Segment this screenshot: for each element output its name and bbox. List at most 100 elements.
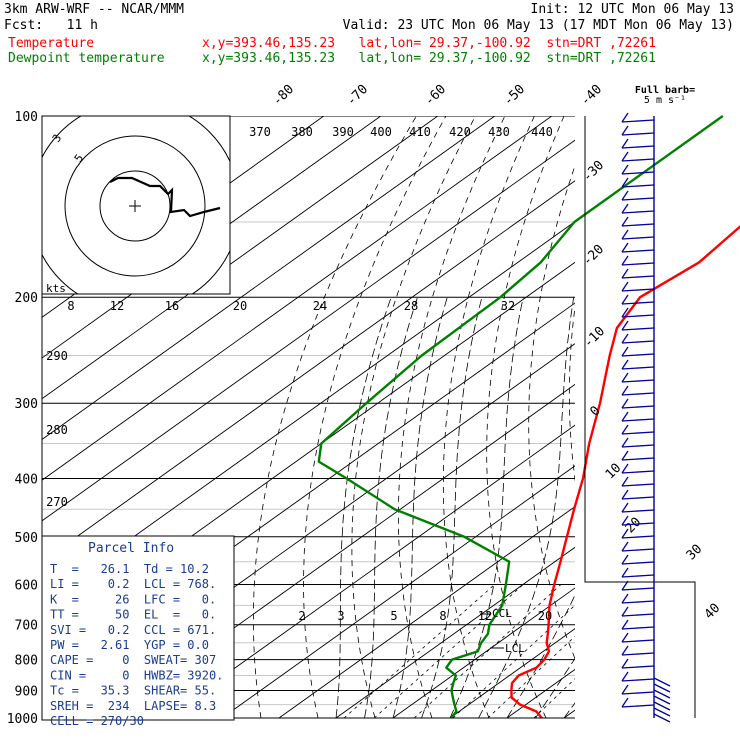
moist-adiabat — [421, 297, 483, 718]
wind-barb — [621, 255, 629, 266]
pressure-label: 500 — [15, 531, 38, 546]
wind-barb — [621, 613, 655, 617]
wind-barb — [621, 132, 655, 136]
dry-adiabat-label: 380 — [291, 125, 313, 139]
wind-barb — [621, 405, 655, 409]
wind-barb — [621, 307, 629, 318]
wind-barb — [621, 190, 629, 201]
dry-adiabat-label: 290 — [46, 349, 68, 363]
hodograph-speed-label: 12 — [110, 299, 124, 313]
ccl-label: CCL — [492, 607, 512, 620]
wind-barb — [653, 683, 671, 693]
wind-barb — [621, 151, 629, 162]
hodograph-speed-label: 28 — [404, 299, 418, 313]
wind-barb — [621, 353, 655, 357]
wind-barb — [621, 606, 629, 617]
wind-barb — [621, 528, 629, 539]
mixing-ratio-label: 20 — [538, 609, 552, 623]
valid-time: Valid: 23 UTC Mon 06 May 13 (17 MDT Mon … — [342, 18, 734, 33]
dry-adiabat — [720, 116, 740, 718]
mixing-ratio-label: 2 — [298, 609, 305, 623]
wind-barb — [621, 184, 655, 188]
wind-barb — [621, 496, 655, 500]
wind-barb — [621, 210, 655, 214]
parcel-info-row: LI = 0.2 LCL = 768. — [50, 577, 216, 591]
pressure-label: 900 — [15, 684, 38, 699]
wind-barb — [621, 320, 629, 331]
wind-barb — [621, 450, 629, 461]
parcel-info-row: PW = 2.61 YGP = 0.0 — [50, 638, 209, 652]
wind-barb — [621, 275, 655, 279]
wind-barb — [621, 535, 655, 539]
wind-barb — [621, 301, 655, 305]
hodograph-speed-label: 16 — [165, 299, 179, 313]
wind-barb — [621, 489, 629, 500]
extended-frame — [584, 116, 696, 718]
barb-legend-unit: 5 m s⁻¹ — [644, 95, 686, 106]
wind-barb — [621, 600, 655, 604]
wind-barb — [621, 418, 655, 422]
parcel-info-box: Parcel Info T = 26.1 Td = 10.2LI = 0.2 LC… — [41, 535, 235, 728]
dry-adiabat-label: 280 — [46, 423, 68, 437]
mixing-ratio-label: 5 — [390, 609, 397, 623]
wind-barb — [621, 327, 655, 331]
isotherm-label: -40 — [578, 82, 605, 109]
wind-barb — [621, 645, 629, 656]
wind-barb — [621, 268, 629, 279]
moist-adiabat — [364, 297, 418, 718]
moist-adiabat — [449, 297, 524, 718]
dewpoint-profile — [317, 115, 724, 719]
wind-barb — [621, 691, 655, 695]
hodograph-ring — [99, 170, 171, 242]
moist-adiabat — [478, 297, 575, 718]
wind-barb — [621, 359, 629, 370]
wind-barb — [621, 431, 655, 435]
isotherm-label: 0 — [587, 403, 603, 419]
wind-barb — [653, 701, 671, 711]
dewpoint-label: Dewpoint temperature — [8, 51, 165, 66]
wind-barb — [653, 713, 671, 723]
dry-adiabat-label: 370 — [249, 125, 271, 139]
wind-barb — [621, 171, 655, 175]
dry-adiabat — [486, 116, 565, 718]
wind-barb — [621, 665, 655, 669]
isotherm-line — [335, 546, 575, 718]
isotherm-line — [107, 383, 575, 718]
pressure-label: 400 — [15, 472, 38, 487]
isotherm-label: -50 — [501, 82, 528, 109]
wind-barb — [621, 138, 629, 149]
wind-barb — [621, 164, 629, 175]
parcel-info-row: K = 26 LFC = 0. — [50, 592, 216, 606]
moist-adiabat — [535, 657, 575, 718]
mixing-ratio-line — [452, 604, 575, 718]
wind-barb — [621, 262, 655, 266]
mixing-ratio-label: 12 — [478, 609, 492, 623]
wind-barb — [621, 522, 655, 526]
wind-barb — [621, 554, 629, 565]
pressure-label: 100 — [15, 110, 38, 125]
init-time: Init: 12 UTC Mon 06 May 13 — [530, 2, 735, 17]
wind-barb — [621, 476, 629, 487]
dry-adiabat — [303, 116, 447, 718]
temperature-location: x,y=393.46,135.23 lat,lon= 29.37,-100.92… — [202, 36, 656, 51]
wind-barb — [621, 684, 629, 695]
hodograph-speed-label: 20 — [233, 299, 247, 313]
wind-barb — [621, 216, 629, 227]
isotherm-line — [164, 424, 575, 718]
wind-barb — [621, 463, 629, 474]
wind-barb — [621, 561, 655, 565]
dry-adiabat-label: 410 — [409, 125, 431, 139]
pressure-label: 300 — [15, 397, 38, 412]
barb-legend-title: Full barb= — [635, 85, 695, 96]
mixing-ratio-label: 8 — [439, 609, 446, 623]
wind-barb — [621, 619, 629, 630]
isotherm-line — [42, 139, 575, 522]
wind-barb — [621, 580, 629, 591]
parcel-info-row: SVI = 0.2 CCL = 671. — [50, 623, 216, 637]
moist-adiabat — [563, 702, 575, 718]
wind-barb — [621, 567, 629, 578]
wind-barb — [621, 437, 629, 448]
wind-barb — [621, 366, 655, 370]
wind-barb — [621, 593, 629, 604]
